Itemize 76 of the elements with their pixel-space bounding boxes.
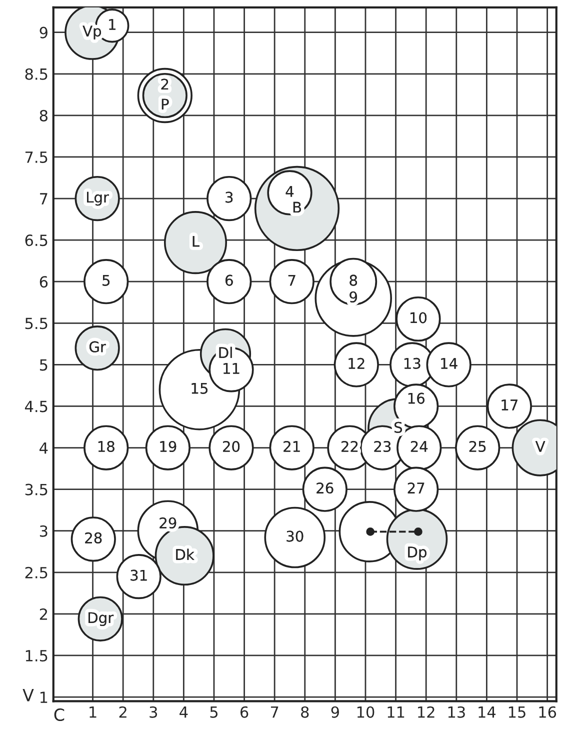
annotation: 19 <box>160 440 176 452</box>
annotation: Dk <box>176 548 194 560</box>
annotation: 30 <box>286 530 304 542</box>
annotation: 4 <box>286 186 294 197</box>
x-tick-label: 10 <box>357 706 374 718</box>
annotation: 21 <box>284 440 300 452</box>
annotation: 9 <box>350 291 357 302</box>
y-tick-label: 2 <box>40 608 47 620</box>
annotation: 10 <box>410 312 427 324</box>
annotation: V <box>535 441 546 452</box>
x-tick-label: 13 <box>448 706 465 718</box>
annotation: 26 <box>316 482 334 494</box>
x-tick-label: 1 <box>90 706 96 718</box>
y-tick-label: 5.5 <box>25 318 48 330</box>
y-tick-label: 8.5 <box>25 68 48 80</box>
annotation: 16 <box>408 392 424 404</box>
annotation: 2 <box>161 78 168 90</box>
y-tick-label: 9 <box>40 26 48 38</box>
y-tick-label: 6 <box>40 276 48 288</box>
y-tick-label: 3.5 <box>25 484 48 496</box>
annotation: 18 <box>98 440 114 452</box>
y-tick-label: 6.5 <box>25 234 48 246</box>
annotation: 11 <box>224 363 240 374</box>
annotation: 28 <box>85 532 102 544</box>
annotation: B <box>293 202 301 213</box>
annotation: 17 <box>502 400 518 410</box>
x-tick-label: 15 <box>508 706 526 718</box>
y-tick-label: 5 <box>40 359 48 371</box>
y-tick-label: 8 <box>40 110 48 122</box>
annotation: 27 <box>408 482 424 494</box>
y-tick-label: 2.5 <box>25 566 48 578</box>
annotation: Gr <box>89 341 106 352</box>
annotation: 29 <box>160 517 176 528</box>
annotation: 31 <box>130 570 147 581</box>
x-tick-label: 5 <box>210 706 218 718</box>
x-tick-label: 7 <box>270 706 278 718</box>
y-tick-label: 7 <box>40 193 48 204</box>
annotation: P <box>162 98 169 110</box>
x-tick-label: 16 <box>539 706 556 718</box>
y-tick-label: 1 <box>40 692 48 703</box>
annotation: 6 <box>226 274 233 286</box>
annotation: Dp <box>408 546 426 560</box>
y-tick-label: 3 <box>40 525 48 537</box>
y-axis-title: V <box>22 689 34 702</box>
x-tick-label: 2 <box>119 706 126 718</box>
annotation: 7 <box>288 274 296 286</box>
y-tick-label: 1.5 <box>26 650 48 662</box>
annotation: 15 <box>192 383 208 394</box>
y-tick-label: 4.5 <box>24 400 48 412</box>
annotation: 12 <box>348 358 364 369</box>
x-tick-label: 12 <box>418 706 434 718</box>
x-axis-title: C <box>54 708 64 722</box>
annotation: 20 <box>223 440 240 452</box>
annotation: 24 <box>410 440 428 452</box>
annotation: 8 <box>350 274 358 286</box>
annotation: 14 <box>441 358 458 369</box>
annotation: 3 <box>226 192 233 203</box>
annotation: 1 <box>109 19 116 30</box>
annotation: 22 <box>342 440 358 452</box>
x-tick-label: 8 <box>301 706 309 718</box>
x-tick-label: 4 <box>180 706 188 718</box>
annotation: 23 <box>374 440 391 452</box>
x-tick-label: 9 <box>331 706 339 718</box>
x-tick-label: 3 <box>150 706 158 718</box>
x-tick-label: 14 <box>478 706 496 718</box>
x-tick-label: 11 <box>388 706 404 718</box>
x-tick-label: 6 <box>240 706 248 718</box>
annotation: 25 <box>469 440 486 452</box>
annotation: 5 <box>102 274 110 286</box>
annotation: S <box>394 422 402 433</box>
y-tick-label: 4 <box>40 442 48 454</box>
y-tick-label: 7.5 <box>25 152 48 163</box>
annotation: Lgr <box>87 192 110 206</box>
annotation: 13 <box>404 358 420 369</box>
annotation: Dgr <box>88 612 114 626</box>
annotation: L <box>192 236 200 247</box>
